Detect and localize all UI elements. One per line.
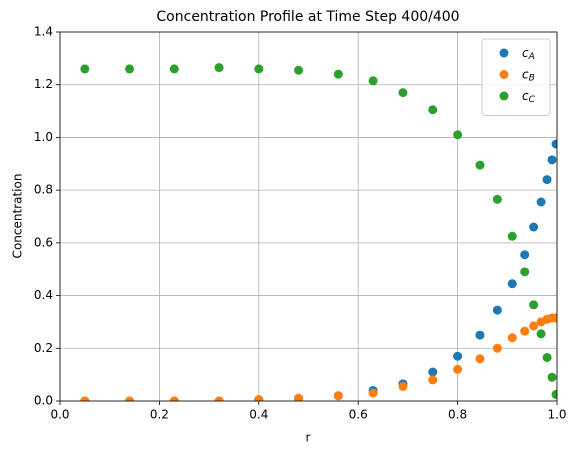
point <box>398 88 408 98</box>
point <box>529 222 539 232</box>
legend-marker <box>499 70 509 79</box>
point <box>169 64 179 74</box>
point <box>520 267 530 277</box>
point <box>475 160 485 170</box>
point <box>475 330 485 340</box>
point <box>453 364 463 374</box>
point <box>333 391 343 401</box>
legend-label: cB <box>522 67 535 83</box>
legend-marker <box>499 48 509 58</box>
point <box>428 105 438 115</box>
point <box>542 353 552 363</box>
point <box>551 313 557 323</box>
point <box>507 231 517 241</box>
y-axis-label: Concentration <box>11 174 25 259</box>
y-tick-label: 0.8 <box>34 183 53 197</box>
point <box>492 305 502 315</box>
x-tick-label: 0.6 <box>349 408 368 422</box>
y-tick-label: 0.2 <box>34 341 53 355</box>
point <box>368 388 378 398</box>
y-tick-label: 0.4 <box>34 288 53 302</box>
point <box>492 194 502 204</box>
x-tick-label: 0.4 <box>249 408 268 422</box>
point <box>398 382 408 392</box>
point <box>529 300 539 310</box>
point <box>520 326 530 336</box>
y-tick-label: 1.4 <box>34 25 53 39</box>
x-tick-label: 0.2 <box>150 408 169 422</box>
x-tick-label: 1.0 <box>547 408 566 422</box>
y-tick-label: 1.0 <box>34 130 53 144</box>
point <box>254 395 264 401</box>
point <box>294 393 304 401</box>
x-axis-label: r <box>306 431 311 445</box>
point <box>520 250 530 260</box>
point <box>551 139 557 149</box>
legend-marker <box>499 91 509 101</box>
point <box>428 375 438 385</box>
y-tick-label: 1.2 <box>34 77 53 91</box>
point <box>125 64 135 74</box>
chart-title: Concentration Profile at Time Step 400/4… <box>156 9 459 25</box>
x-tick-label: 0.0 <box>50 408 69 422</box>
point <box>475 354 485 364</box>
y-tick-label: 0.6 <box>34 235 53 249</box>
point <box>254 64 264 74</box>
plot-frame <box>59 31 558 402</box>
point <box>536 197 546 207</box>
point <box>547 372 557 382</box>
point <box>542 175 552 185</box>
point <box>294 65 304 75</box>
point <box>333 69 343 79</box>
legend-label: cA <box>522 46 535 62</box>
point <box>507 279 517 289</box>
legend-box <box>481 38 551 116</box>
point <box>214 396 224 401</box>
point <box>453 130 463 140</box>
point <box>529 321 539 331</box>
point <box>80 396 90 401</box>
point <box>453 351 463 361</box>
x-tick-label: 0.8 <box>448 408 467 422</box>
legend-label: cC <box>522 89 536 105</box>
y-tick-label: 0.0 <box>34 394 53 408</box>
point <box>492 343 502 353</box>
point <box>551 389 557 399</box>
plot-points <box>80 63 557 401</box>
point <box>428 367 438 377</box>
point <box>125 396 135 401</box>
point <box>507 333 517 343</box>
point <box>80 64 90 74</box>
point <box>169 396 179 401</box>
point <box>214 63 224 73</box>
point <box>368 76 378 86</box>
point <box>547 155 557 165</box>
point <box>536 329 546 339</box>
